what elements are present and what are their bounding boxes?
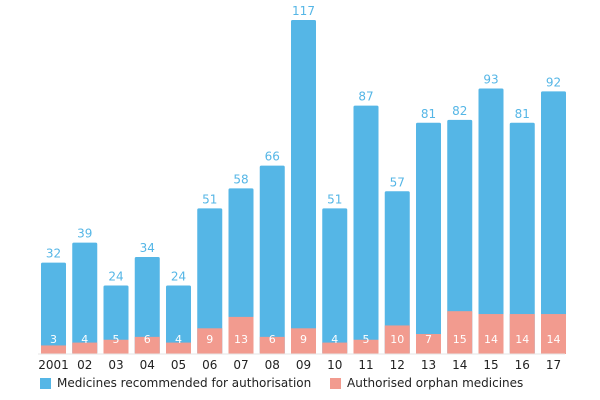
legend-swatch-orphan [330,377,341,389]
bar-total-07 [228,188,254,354]
bar-total-12 [384,191,410,354]
label-total-08: 66 [265,150,280,164]
legend-swatch-recommended [40,377,51,389]
x-tick-04: 04 [140,358,155,372]
label-orphan-10: 4 [331,333,338,346]
legend-label-recommended: Medicines recommended for authorisation [57,376,312,390]
x-tick-17: 17 [546,358,561,372]
bar-total-11 [353,105,379,355]
label-total-14: 82 [452,104,467,118]
bar-total-06 [197,208,223,354]
x-tick-10: 10 [327,358,342,372]
label-orphan-14: 15 [453,333,467,346]
x-tick-16: 16 [515,358,530,372]
x-tick-06: 06 [202,358,217,372]
x-tick-09: 09 [296,358,311,372]
x-tick-13: 13 [421,358,436,372]
label-total-2001: 32 [46,247,61,261]
orphan-value-labels: 3 4 5 6 4 9 13 6 9 4 5 10 7 15 14 14 14 [50,333,561,346]
legend-label-orphan: Authorised orphan medicines [347,376,524,390]
bar-total-15 [478,88,504,354]
label-total-13: 81 [421,107,436,121]
bar-total-14 [447,119,473,355]
label-total-05: 24 [171,269,186,283]
legend-item-orphan: Authorised orphan medicines [330,376,523,390]
label-orphan-12: 10 [390,333,404,346]
label-orphan-08: 6 [269,333,276,346]
bar-total-08 [259,165,285,354]
label-orphan-02: 4 [81,333,88,346]
label-total-15: 93 [483,73,498,87]
label-orphan-11: 5 [363,333,370,346]
bar-total-17 [541,91,566,354]
label-orphan-06: 9 [206,333,213,346]
label-orphan-05: 4 [175,333,182,346]
x-tick-03: 03 [108,358,123,372]
x-tick-07: 07 [233,358,248,372]
bar-orphan-08 [259,336,285,354]
x-tick-02: 02 [77,358,92,372]
bar-orphan-11 [353,339,379,354]
x-tick-12: 12 [390,358,405,372]
x-tick-05: 05 [171,358,186,372]
label-orphan-07: 13 [234,333,248,346]
bar-orphan-03 [103,339,129,354]
label-total-12: 57 [390,175,405,189]
label-total-03: 24 [108,269,123,283]
label-orphan-17: 14 [547,333,561,346]
legend-item-recommended: Medicines recommended for authorisation [40,376,311,390]
bar-orphan-05 [166,342,191,354]
bar-orphan-09 [291,328,316,354]
label-total-10: 51 [327,192,342,206]
bar-total-2001 [41,262,66,354]
bar-total-04 [134,256,160,354]
bar-orphan-04 [134,336,160,354]
label-orphan-03: 5 [113,333,120,346]
label-total-06: 51 [202,192,217,206]
bar-orphan-13 [416,334,441,354]
total-value-labels: 32 39 24 34 24 51 58 66 117 51 87 57 81 82 93 81 92 [46,4,561,283]
bar-total-16 [509,122,535,355]
label-orphan-16: 14 [515,333,529,346]
label-total-04: 34 [140,241,155,255]
label-orphan-2001: 3 [50,333,57,346]
orphan-bars-group [41,311,566,354]
bar-orphan-15 [478,314,504,354]
bar-orphan-12 [384,325,410,354]
x-tick-11: 11 [358,358,373,372]
x-tick-15: 15 [483,358,498,372]
bar-orphan-2001 [41,345,66,354]
label-total-09: 117 [292,4,315,18]
label-total-02: 39 [77,227,92,241]
bar-total-10 [322,208,348,354]
label-total-17: 92 [546,75,561,89]
bar-total-02 [72,242,98,354]
bar-orphan-07 [228,316,254,354]
bar-orphan-02 [72,342,98,354]
bar-total-13 [416,122,441,355]
label-total-16: 81 [515,107,530,121]
bar-total-09 [291,20,316,354]
label-total-11: 87 [358,90,373,104]
x-tick-2001: 2001 [38,358,69,372]
bar-orphan-14 [447,311,473,354]
bar-orphan-06 [197,328,223,354]
x-axis-tick-labels: 2001 02 03 04 05 06 07 08 09 10 11 12 13 14 15 16 17 [38,358,561,372]
label-orphan-13: 7 [425,333,432,346]
label-total-07: 58 [233,172,248,186]
label-orphan-09: 9 [300,333,307,346]
label-orphan-04: 6 [144,333,151,346]
x-tick-14: 14 [452,358,467,372]
label-orphan-15: 14 [484,333,498,346]
bar-orphan-16 [509,314,535,354]
bar-orphan-17 [541,314,566,354]
bar-total-03 [103,285,129,354]
bar-orphan-10 [322,342,348,354]
total-bars-group [41,20,566,355]
bar-total-05 [166,285,191,354]
x-tick-08: 08 [265,358,280,372]
